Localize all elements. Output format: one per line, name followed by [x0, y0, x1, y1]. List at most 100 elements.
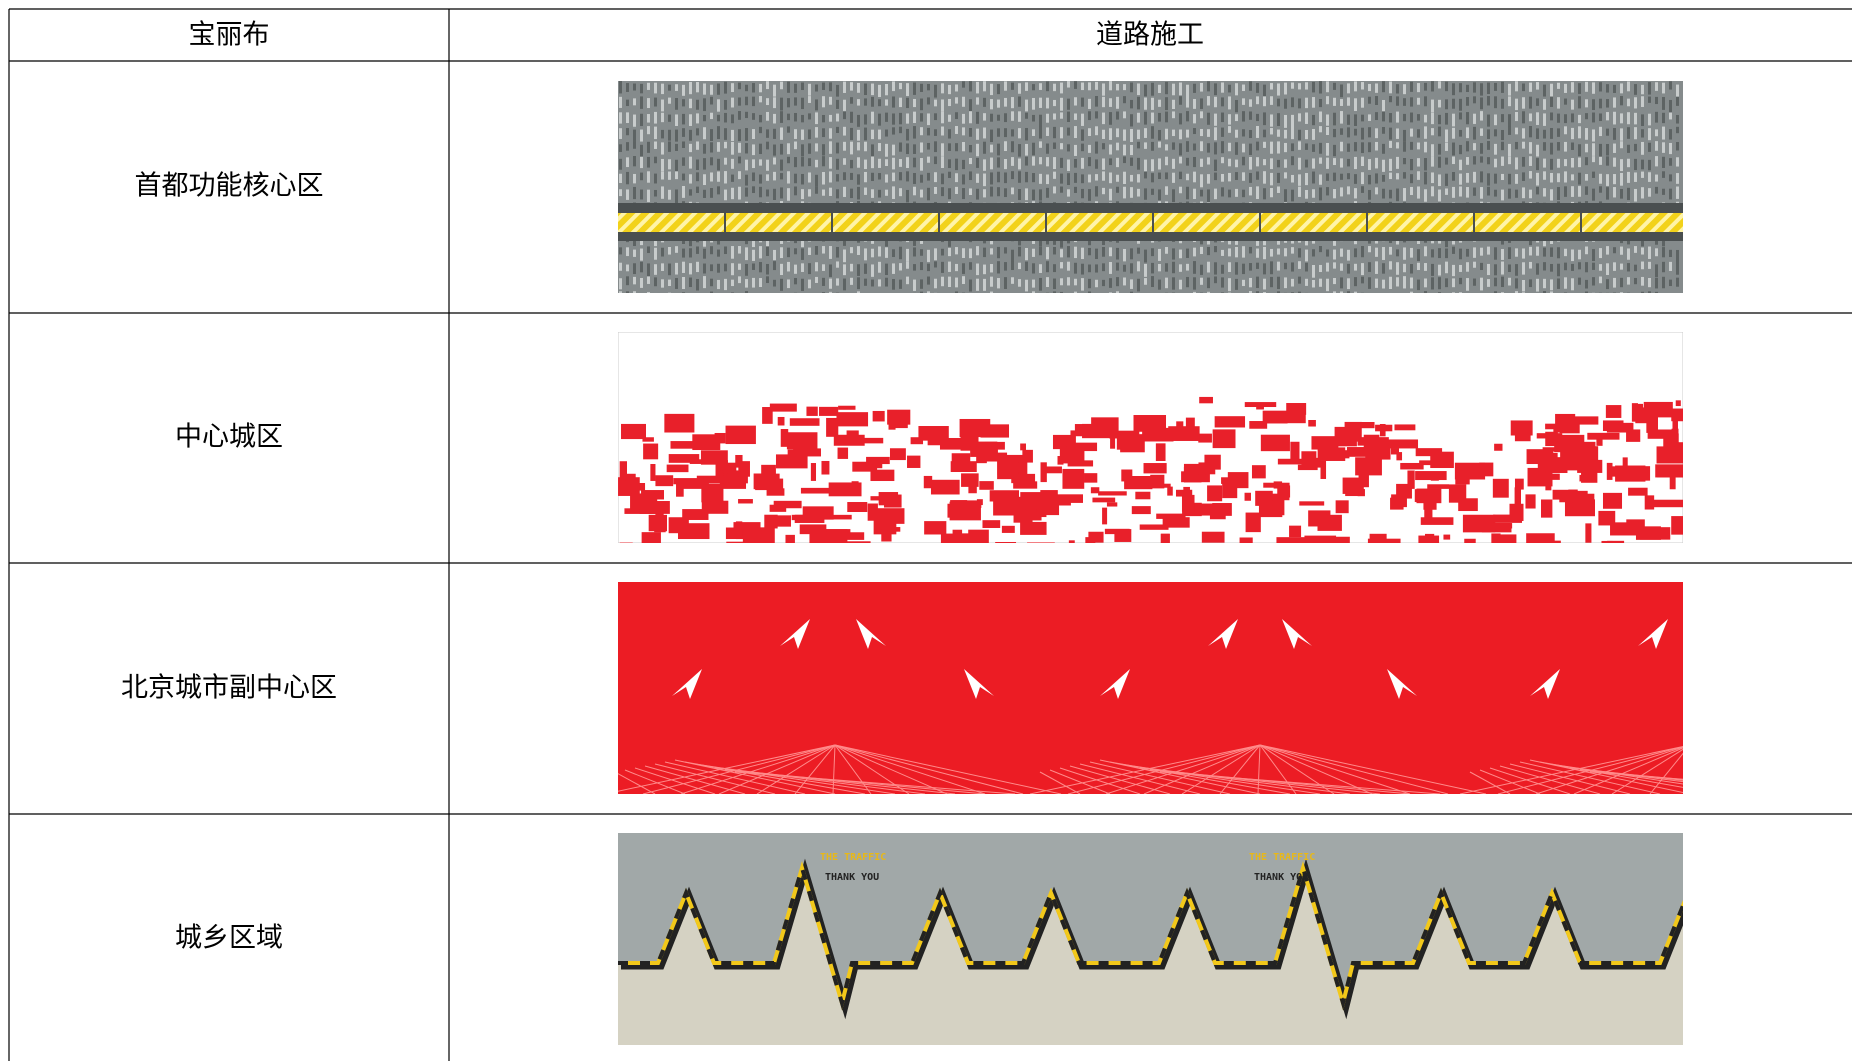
- tile: [1081, 263, 1084, 275]
- tile: [850, 247, 853, 254]
- tile: [1424, 263, 1427, 271]
- tile: [1165, 144, 1168, 151]
- block: [968, 481, 977, 494]
- tile: [1424, 114, 1427, 123]
- tile: [1284, 262, 1287, 270]
- tile: [1158, 263, 1161, 272]
- tile: [892, 127, 895, 135]
- tile: [1032, 114, 1035, 122]
- tile: [1011, 111, 1014, 121]
- block: [1311, 436, 1339, 450]
- tile: [1438, 126, 1441, 137]
- tile: [892, 293, 895, 305]
- block: [927, 437, 941, 446]
- block: [1631, 403, 1638, 422]
- tile: [1578, 294, 1581, 306]
- block: [1390, 497, 1404, 510]
- tile: [1634, 112, 1637, 125]
- tile: [1620, 159, 1623, 172]
- tile: [1291, 127, 1294, 140]
- tile: [1242, 279, 1245, 287]
- tile: [801, 294, 804, 306]
- tile: [899, 294, 902, 304]
- tile: [955, 126, 958, 134]
- tile: [1151, 159, 1154, 172]
- tile: [1361, 263, 1364, 276]
- block: [1355, 421, 1375, 429]
- tile: [1438, 174, 1441, 187]
- tile: [1319, 295, 1322, 308]
- block: [1626, 429, 1641, 442]
- tile: [892, 172, 895, 182]
- mesh: [618, 773, 656, 794]
- tile: [1144, 159, 1147, 172]
- tile: [822, 264, 825, 271]
- tile: [1403, 276, 1406, 289]
- tile: [1424, 82, 1427, 91]
- tile: [1158, 172, 1161, 180]
- tile: [724, 263, 727, 272]
- tile: [906, 83, 909, 96]
- tile: [654, 82, 657, 94]
- tile: [787, 261, 790, 272]
- tile: [1494, 129, 1497, 137]
- mesh: [1529, 759, 1683, 794]
- tile: [1627, 292, 1630, 293]
- tile: [1354, 263, 1357, 271]
- tile: [843, 126, 846, 136]
- tile: [1522, 262, 1525, 275]
- tile: [675, 246, 678, 253]
- tile: [1207, 189, 1210, 203]
- tile: [1053, 291, 1056, 293]
- tile: [1543, 171, 1546, 180]
- tile: [962, 81, 965, 88]
- tile: [927, 172, 930, 181]
- tile: [899, 82, 902, 90]
- tile: [1515, 264, 1518, 276]
- tile: [1312, 114, 1315, 126]
- tile: [1606, 246, 1609, 255]
- tile: [773, 279, 776, 287]
- tile: [1032, 142, 1035, 156]
- tile: [1515, 98, 1518, 111]
- tile: [1431, 112, 1434, 125]
- tile: [1249, 173, 1252, 183]
- tile: [1578, 144, 1581, 157]
- zigzag-shadow: [621, 858, 1683, 1020]
- mesh: [1535, 746, 1683, 794]
- tile: [1368, 174, 1371, 185]
- block: [846, 430, 859, 437]
- tile: [1473, 278, 1476, 286]
- block: [1485, 524, 1497, 531]
- tile: [1627, 187, 1630, 201]
- tile: [1060, 291, 1063, 293]
- tile: [1158, 112, 1161, 122]
- tile: [1634, 172, 1637, 182]
- tile: [1102, 263, 1105, 272]
- tile: [871, 83, 874, 96]
- tile: [885, 112, 888, 122]
- tile: [738, 82, 741, 90]
- tile: [1571, 174, 1574, 181]
- tile: [1326, 127, 1329, 135]
- tile: [1627, 248, 1630, 260]
- tile: [1564, 262, 1567, 271]
- tile: [1032, 248, 1035, 257]
- tile: [1627, 112, 1630, 125]
- tile: [745, 279, 748, 288]
- tile: [1536, 144, 1539, 157]
- tile: [1417, 294, 1420, 305]
- tile: [1592, 99, 1595, 111]
- tile: [1634, 188, 1637, 202]
- tile: [1060, 97, 1063, 111]
- tile: [1235, 114, 1238, 122]
- tile: [682, 248, 685, 258]
- tile: [1550, 142, 1553, 155]
- block: [738, 461, 750, 477]
- tile: [1200, 246, 1203, 255]
- block: [1355, 457, 1382, 476]
- tile: [1312, 128, 1315, 140]
- tile: [1011, 261, 1014, 271]
- tile: [976, 157, 979, 168]
- tile: [1305, 262, 1308, 272]
